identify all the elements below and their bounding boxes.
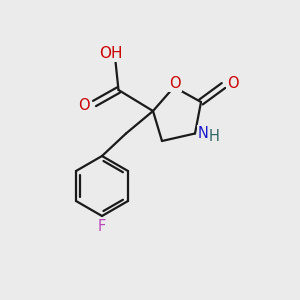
- Text: F: F: [97, 219, 106, 234]
- Text: O: O: [169, 76, 180, 91]
- Text: H: H: [209, 129, 220, 144]
- Text: OH: OH: [99, 46, 123, 61]
- Text: N: N: [198, 126, 209, 141]
- Text: O: O: [78, 98, 90, 112]
- Text: O: O: [227, 76, 238, 91]
